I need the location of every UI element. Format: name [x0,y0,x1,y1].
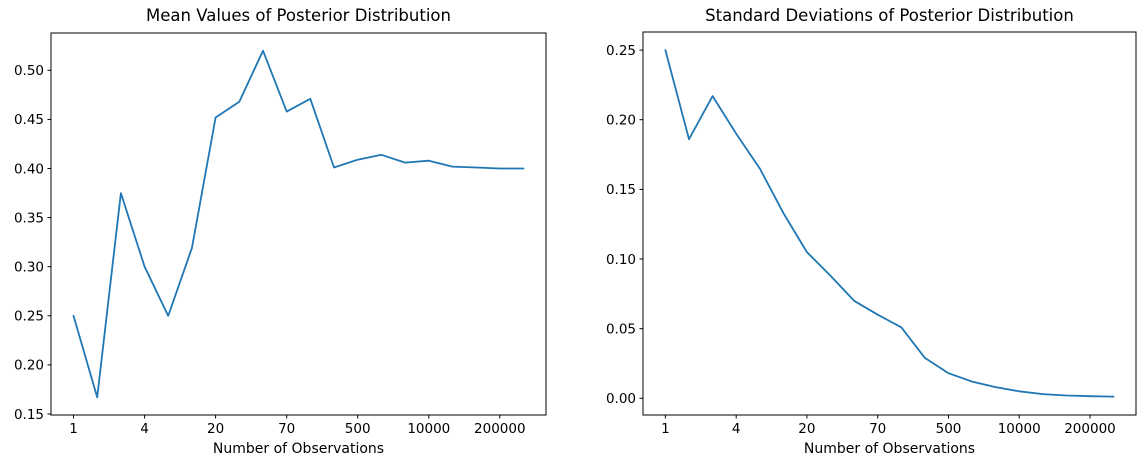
x-tick-label: 20 [207,421,224,437]
y-tick-label: 0.05 [606,322,636,338]
y-tick-label: 0.25 [14,309,44,325]
x-tick-label: 70 [869,421,886,437]
y-tick-label: 0.15 [14,407,44,423]
y-tick-label: 0.30 [14,260,44,276]
y-tick-label: 0.10 [606,252,636,268]
axes-frame [642,31,1137,416]
x-axis-label-means: Number of Observations [212,441,385,457]
x-tick-label: 70 [278,421,295,437]
x-tick-label: 500 [345,421,371,437]
x-tick-label: 20 [798,421,815,437]
x-tick-label: 4 [140,421,149,437]
y-tick-label: 0.15 [606,182,636,198]
chart-title-standard-deviations: Standard Deviations of Posterior Distrib… [705,6,1074,25]
x-tick-label: 1 [661,421,670,437]
data-line-posterior-means [72,49,525,399]
x-tick-label: 500 [936,421,962,437]
y-tick-label: 0.00 [606,391,636,407]
y-tick-label: 0.20 [606,113,636,129]
x-tick-label: 200000 [1064,421,1116,437]
chart-title-means: Mean Values of Posterior Distribution [146,6,451,25]
x-axis-label-standard-deviations: Number of Observations [803,441,976,457]
y-tick-label: 0.20 [14,358,44,374]
y-tick-label: 0.25 [606,43,636,59]
y-tick-label: 0.45 [14,112,44,128]
x-tick-label: 4 [732,421,741,437]
y-tick-label: 0.35 [14,210,44,226]
y-tick-label: 0.40 [14,161,44,177]
data-line-posterior-standard-deviations [664,49,1115,398]
y-tick-label: 0.50 [14,63,44,79]
x-tick-label: 10000 [407,421,450,437]
x-tick-label: 1 [69,421,78,437]
x-tick-label: 200000 [474,421,526,437]
x-tick-label: 10000 [998,421,1041,437]
axes-frame [50,32,547,416]
